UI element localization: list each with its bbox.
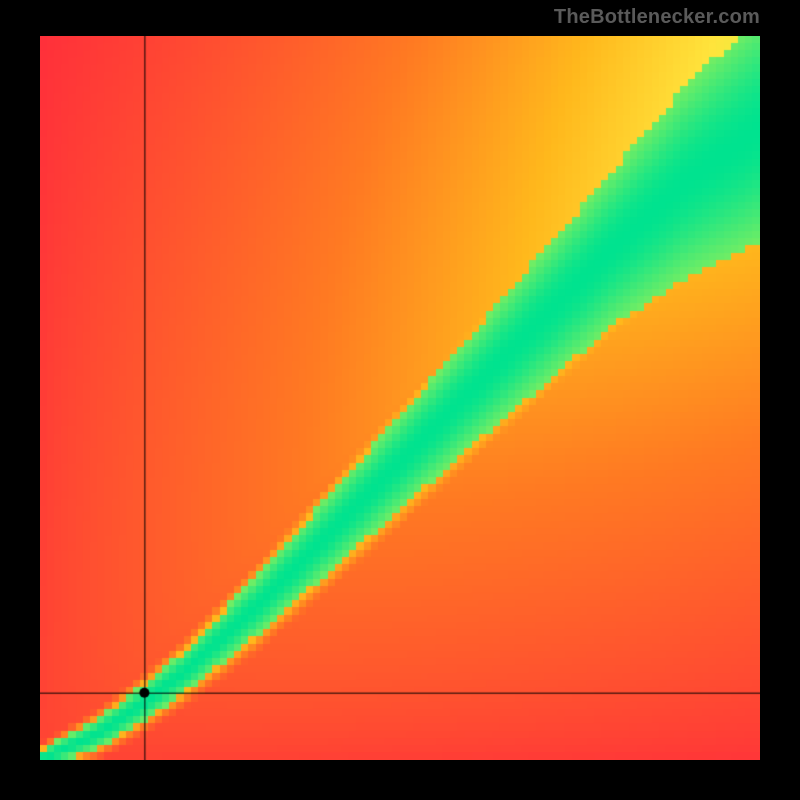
attribution-text: TheBottlenecker.com xyxy=(554,6,760,29)
bottleneck-heatmap xyxy=(40,36,760,760)
heatmap-canvas xyxy=(40,36,760,760)
